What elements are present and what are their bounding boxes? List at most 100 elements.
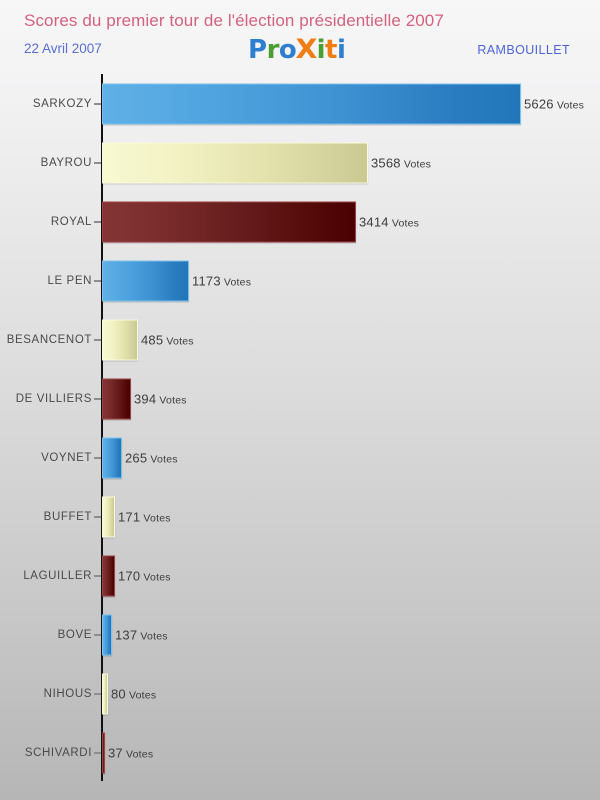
bar-row[interactable]: VOYNET 265 Votes [0,428,600,487]
bar-fill[interactable] [102,732,105,773]
bar-category-label: DE VILLIERS [15,392,92,405]
bar-row[interactable]: LE PEN 1173 Votes [0,251,600,310]
bar-value-label: 485 Votes [141,332,194,347]
bar-track [102,496,115,537]
chart-location: RAMBOUILLET [477,43,570,57]
axis-tick [94,338,101,341]
plot-area: SARKOZY 5626 Votes BAYROU 3568 Votes ROYAL 34… [0,72,600,784]
bar-fill[interactable] [102,142,368,183]
bar-value-number: 485 [141,332,164,347]
axis-tick [94,279,101,282]
bar-value-unit: Votes [220,276,252,288]
bar-row[interactable]: ROYAL 3414 Votes [0,192,600,251]
bar-category-label: BAYROU [40,156,92,169]
bar-track [102,142,368,183]
bar-row[interactable]: BESANCENOT 485 Votes [0,310,600,369]
bar-fill[interactable] [102,555,115,596]
bar-value-unit: Votes [122,748,154,760]
bar-value-number: 3568 [371,155,401,170]
axis-tick [94,574,101,577]
bar-value-label: 3568 Votes [371,155,431,170]
bar-value-unit: Votes [140,512,171,524]
bar-value-unit: Votes [147,453,178,465]
bar-value-number: 3414 [359,214,389,229]
axis-tick [94,161,101,164]
bar-track [102,555,115,596]
bar-value-number: 37 [108,745,123,760]
logo-letter: o [278,35,297,65]
logo-letter: t [325,35,337,65]
bar-row[interactable]: DE VILLIERS 394 Votes [0,369,600,428]
bar-value-label: 37 Votes [108,745,153,760]
bar-category-label: LAGUILLER [23,569,92,582]
bar-category-label: SARKOZY [32,97,92,110]
bar-fill[interactable] [102,496,115,537]
bar-track [102,83,521,124]
bar-value-label: 1173 Votes [192,273,251,288]
bar-value-number: 265 [125,450,148,465]
bar-category-label: BESANCENOT [6,333,92,346]
bar-fill[interactable] [102,260,189,301]
bar-category-label: ROYAL [50,215,92,228]
logo-letter: P [248,35,267,65]
axis-tick [94,751,101,754]
bar-value-number: 5626 [524,96,554,111]
bar-track [102,201,356,242]
bar-value-unit: Votes [553,99,585,111]
axis-tick [94,456,101,459]
bar-value-label: 170 Votes [118,568,171,583]
bar-value-unit: Votes [400,158,432,170]
bar-fill[interactable] [102,437,122,478]
bar-track [102,732,105,773]
bar-row[interactable]: NIHOUS 80 Votes [0,664,600,723]
bar-row[interactable]: BUFFET 171 Votes [0,487,600,546]
bar-category-label: BOVE [57,628,92,641]
bar-value-label: 137 Votes [115,627,168,642]
bar-fill[interactable] [102,83,521,124]
axis-tick [94,102,101,105]
bar-row[interactable]: SARKOZY 5626 Votes [0,74,600,133]
page-title: Scores du premier tour de l'élection pré… [24,11,444,30]
chart-header: Scores du premier tour de l'élection pré… [0,0,600,72]
bar-fill[interactable] [102,673,108,714]
bar-track [102,378,131,419]
bar-track [102,260,189,301]
bar-value-number: 137 [115,627,138,642]
bar-value-unit: Votes [137,630,168,642]
bar-row[interactable]: SCHIVARDI 37 Votes [0,723,600,782]
axis-tick [94,633,101,636]
bar-value-label: 80 Votes [111,686,156,701]
bar-row[interactable]: LAGUILLER 170 Votes [0,546,600,605]
bar-value-number: 170 [118,568,141,583]
bar-track [102,614,112,655]
axis-tick [94,515,101,518]
bar-category-label: SCHIVARDI [24,746,92,759]
bar-value-number: 171 [118,509,141,524]
bar-value-number: 394 [134,391,157,406]
bar-value-unit: Votes [163,335,194,347]
bar-row[interactable]: BAYROU 3568 Votes [0,133,600,192]
bar-value-unit: Votes [388,217,420,229]
bar-value-unit: Votes [156,394,187,406]
logo-letter: X [295,34,318,65]
bar-fill[interactable] [102,614,112,655]
bar-track [102,673,108,714]
bar-category-label: LE PEN [47,274,92,287]
bar-value-label: 5626 Votes [524,96,584,111]
bar-fill[interactable] [102,378,131,419]
axis-tick [94,220,101,223]
logo-letter: i [316,35,326,65]
bar-fill[interactable] [102,319,138,360]
bar-category-label: BUFFET [43,510,92,523]
axis-tick [94,397,101,400]
proxiti-logo[interactable]: ProXiti [248,34,346,65]
bar-value-label: 3414 Votes [359,214,419,229]
bar-category-label: VOYNET [41,451,92,464]
y-axis-line [101,74,103,781]
bar-fill[interactable] [102,201,356,242]
logo-letter: r [266,35,280,65]
bar-value-label: 265 Votes [125,450,178,465]
bar-row[interactable]: BOVE 137 Votes [0,605,600,664]
bar-value-label: 171 Votes [118,509,171,524]
